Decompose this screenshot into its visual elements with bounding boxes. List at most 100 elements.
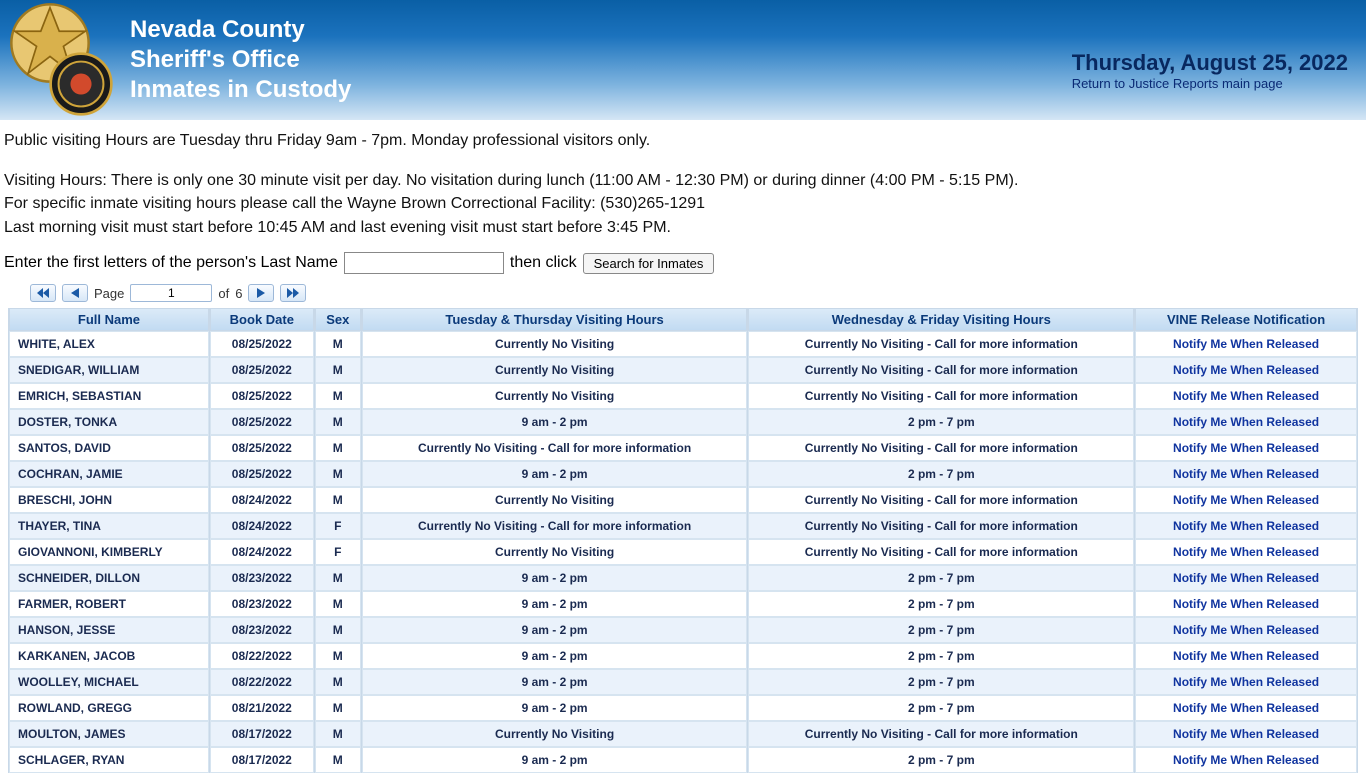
cell-tue-thu: Currently No Visiting - Call for more in…: [362, 513, 748, 539]
cell-wed-fri: 2 pm - 7 pm: [748, 461, 1134, 487]
notify-link[interactable]: Notify Me When Released: [1173, 727, 1319, 741]
cell-sex: M: [315, 591, 361, 617]
notify-link[interactable]: Notify Me When Released: [1173, 441, 1319, 455]
notify-link[interactable]: Notify Me When Released: [1173, 649, 1319, 663]
cell-wed-fri: Currently No Visiting - Call for more in…: [748, 383, 1134, 409]
notify-link[interactable]: Notify Me When Released: [1173, 753, 1319, 767]
col-sex[interactable]: Sex: [315, 308, 361, 331]
cell-bookdate: 08/23/2022: [210, 617, 314, 643]
pager-first-button[interactable]: [30, 284, 56, 302]
visiting-info: Public visiting Hours are Tuesday thru F…: [0, 120, 1366, 246]
cell-sex: M: [315, 435, 361, 461]
notify-link[interactable]: Notify Me When Released: [1173, 467, 1319, 481]
title-line-2: Sheriff's Office: [130, 45, 351, 75]
cell-vine: Notify Me When Released: [1135, 513, 1357, 539]
notify-link[interactable]: Notify Me When Released: [1173, 493, 1319, 507]
notify-link[interactable]: Notify Me When Released: [1173, 363, 1319, 377]
table-row: MOULTON, JAMES08/17/2022MCurrently No Vi…: [9, 721, 1357, 747]
cell-sex: M: [315, 721, 361, 747]
cell-bookdate: 08/25/2022: [210, 435, 314, 461]
cell-vine: Notify Me When Released: [1135, 643, 1357, 669]
cell-bookdate: 08/23/2022: [210, 565, 314, 591]
cell-fullname: SANTOS, DAVID: [9, 435, 209, 461]
notify-link[interactable]: Notify Me When Released: [1173, 545, 1319, 559]
county-badge-icon: [48, 51, 114, 117]
cell-sex: M: [315, 565, 361, 591]
cell-bookdate: 08/25/2022: [210, 331, 314, 357]
notify-link[interactable]: Notify Me When Released: [1173, 675, 1319, 689]
table-row: WOOLLEY, MICHAEL08/22/2022M9 am - 2 pm2 …: [9, 669, 1357, 695]
cell-sex: M: [315, 383, 361, 409]
title-line-1: Nevada County: [130, 15, 351, 45]
pager: Page of 6: [0, 280, 1366, 306]
table-row: COCHRAN, JAMIE08/25/2022M9 am - 2 pm2 pm…: [9, 461, 1357, 487]
col-tue-thu[interactable]: Tuesday & Thursday Visiting Hours: [362, 308, 748, 331]
cell-vine: Notify Me When Released: [1135, 565, 1357, 591]
info-line-2: Visiting Hours: There is only one 30 min…: [4, 170, 1362, 192]
notify-link[interactable]: Notify Me When Released: [1173, 701, 1319, 715]
cell-bookdate: 08/24/2022: [210, 539, 314, 565]
cell-wed-fri: Currently No Visiting - Call for more in…: [748, 513, 1134, 539]
table-row: FARMER, ROBERT08/23/2022M9 am - 2 pm2 pm…: [9, 591, 1357, 617]
col-bookdate[interactable]: Book Date: [210, 308, 314, 331]
page-title: Nevada County Sheriff's Office Inmates i…: [130, 15, 351, 105]
search-button[interactable]: Search for Inmates: [583, 253, 715, 274]
cell-sex: M: [315, 695, 361, 721]
notify-link[interactable]: Notify Me When Released: [1173, 571, 1319, 585]
cell-wed-fri: Currently No Visiting - Call for more in…: [748, 539, 1134, 565]
notify-link[interactable]: Notify Me When Released: [1173, 337, 1319, 351]
table-row: GIOVANNONI, KIMBERLY08/24/2022FCurrently…: [9, 539, 1357, 565]
col-fullname[interactable]: Full Name: [9, 308, 209, 331]
cell-wed-fri: Currently No Visiting - Call for more in…: [748, 721, 1134, 747]
pager-last-button[interactable]: [280, 284, 306, 302]
cell-fullname: ROWLAND, GREGG: [9, 695, 209, 721]
col-wed-fri[interactable]: Wednesday & Friday Visiting Hours: [748, 308, 1134, 331]
cell-fullname: MOULTON, JAMES: [9, 721, 209, 747]
pager-prev-button[interactable]: [62, 284, 88, 302]
cell-sex: M: [315, 487, 361, 513]
prev-page-icon: [71, 288, 79, 298]
cell-wed-fri: 2 pm - 7 pm: [748, 617, 1134, 643]
header-right: Thursday, August 25, 2022 Return to Just…: [1072, 50, 1348, 91]
cell-bookdate: 08/25/2022: [210, 357, 314, 383]
notify-link[interactable]: Notify Me When Released: [1173, 623, 1319, 637]
table-row: KARKANEN, JACOB08/22/2022M9 am - 2 pm2 p…: [9, 643, 1357, 669]
table-row: BRESCHI, JOHN08/24/2022MCurrently No Vis…: [9, 487, 1357, 513]
cell-tue-thu: 9 am - 2 pm: [362, 669, 748, 695]
sheriff-badges: [12, 5, 122, 115]
pager-page-input[interactable]: [130, 284, 212, 302]
cell-vine: Notify Me When Released: [1135, 747, 1357, 773]
cell-fullname: THAYER, TINA: [9, 513, 209, 539]
cell-wed-fri: 2 pm - 7 pm: [748, 695, 1134, 721]
cell-fullname: HANSON, JESSE: [9, 617, 209, 643]
cell-vine: Notify Me When Released: [1135, 591, 1357, 617]
title-line-3: Inmates in Custody: [130, 75, 351, 105]
return-link[interactable]: Return to Justice Reports main page: [1072, 76, 1348, 91]
table-row: DOSTER, TONKA08/25/2022M9 am - 2 pm2 pm …: [9, 409, 1357, 435]
pager-of-label: of: [218, 286, 229, 301]
cell-tue-thu: Currently No Visiting: [362, 383, 748, 409]
cell-wed-fri: Currently No Visiting - Call for more in…: [748, 435, 1134, 461]
search-label-pre: Enter the first letters of the person's …: [4, 254, 338, 272]
cell-fullname: WHITE, ALEX: [9, 331, 209, 357]
cell-tue-thu: Currently No Visiting - Call for more in…: [362, 435, 748, 461]
cell-tue-thu: 9 am - 2 pm: [362, 695, 748, 721]
info-line-1: Public visiting Hours are Tuesday thru F…: [4, 130, 1362, 152]
lastname-input[interactable]: [344, 252, 504, 274]
table-row: SCHNEIDER, DILLON08/23/2022M9 am - 2 pm2…: [9, 565, 1357, 591]
cell-sex: M: [315, 409, 361, 435]
col-vine[interactable]: VINE Release Notification: [1135, 308, 1357, 331]
cell-tue-thu: 9 am - 2 pm: [362, 643, 748, 669]
cell-wed-fri: Currently No Visiting - Call for more in…: [748, 331, 1134, 357]
cell-vine: Notify Me When Released: [1135, 461, 1357, 487]
cell-tue-thu: 9 am - 2 pm: [362, 461, 748, 487]
pager-next-button[interactable]: [248, 284, 274, 302]
notify-link[interactable]: Notify Me When Released: [1173, 519, 1319, 533]
cell-wed-fri: Currently No Visiting - Call for more in…: [748, 357, 1134, 383]
cell-fullname: WOOLLEY, MICHAEL: [9, 669, 209, 695]
cell-vine: Notify Me When Released: [1135, 487, 1357, 513]
notify-link[interactable]: Notify Me When Released: [1173, 389, 1319, 403]
cell-wed-fri: 2 pm - 7 pm: [748, 643, 1134, 669]
notify-link[interactable]: Notify Me When Released: [1173, 415, 1319, 429]
notify-link[interactable]: Notify Me When Released: [1173, 597, 1319, 611]
